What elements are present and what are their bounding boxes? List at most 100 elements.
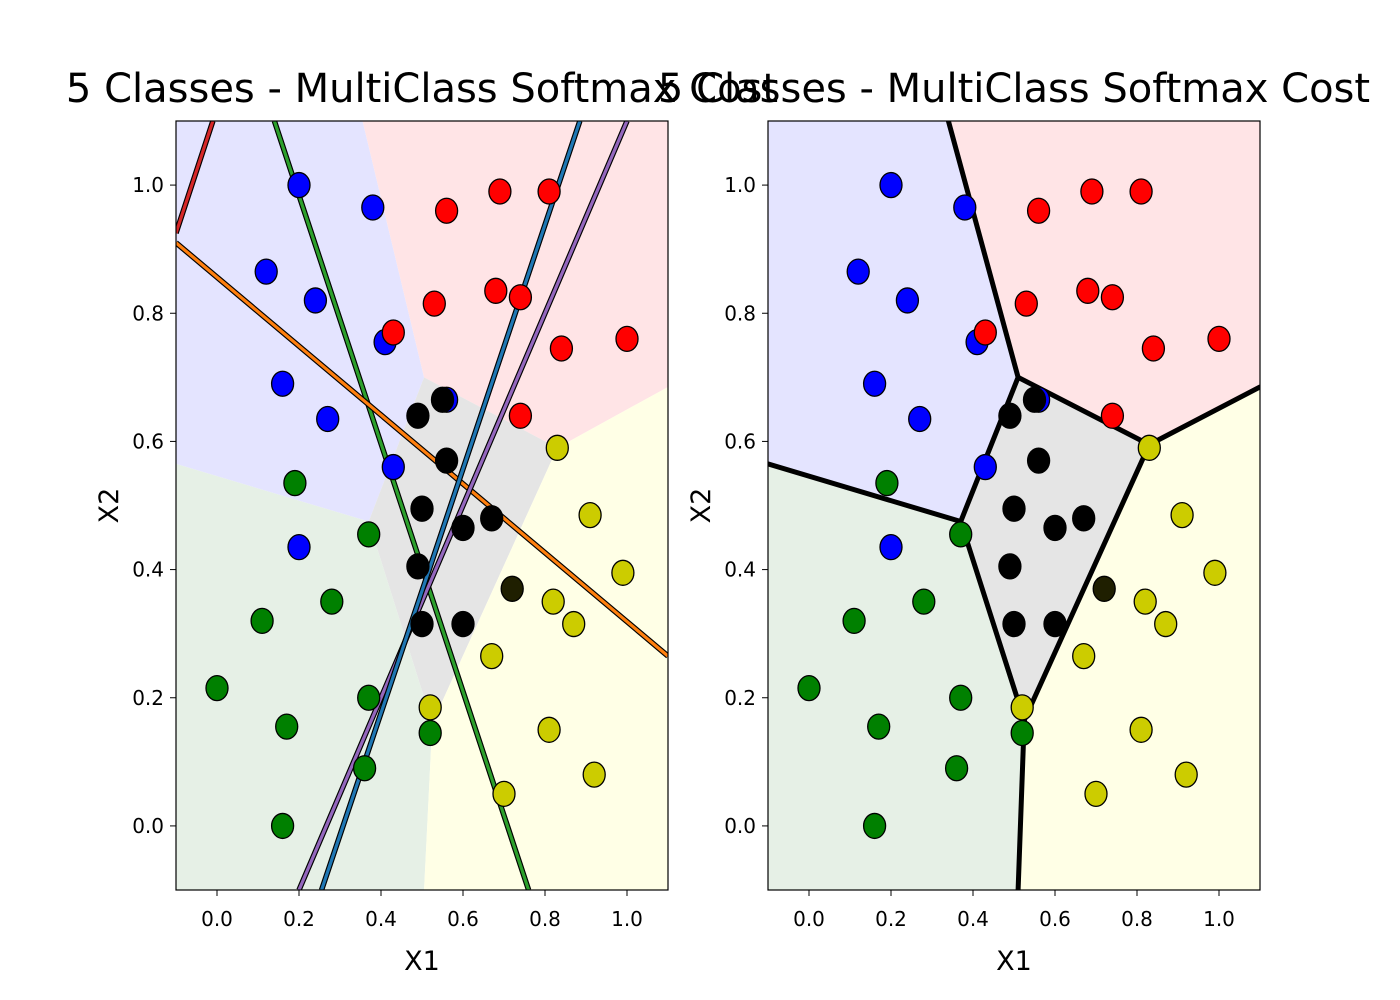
y-tick-label: 0.4: [132, 558, 164, 582]
data-point: [1076, 277, 1100, 304]
x-tick-label: 0.2: [283, 907, 315, 931]
data-point: [582, 761, 606, 788]
data-point: [352, 755, 377, 782]
data-point: [488, 178, 512, 205]
data-point: [1207, 325, 1231, 353]
plot-area: [176, 121, 668, 890]
data-point: [1137, 434, 1161, 461]
region-green: [176, 463, 433, 890]
x-tick-label: 0.0: [793, 907, 825, 931]
x-tick-label: 0.8: [1121, 907, 1153, 931]
data-point: [875, 469, 899, 497]
y-tick-label: 0.6: [132, 429, 164, 453]
data-point: [430, 386, 455, 413]
subplot-right: 0.0 0.2 0.4 0.6 0.8 1.0 0.0 0.2 0.4 0.6 0.8 1.0 5 Cl…: [658, 66, 1370, 977]
classifier-line: [176, 121, 215, 234]
data-point: [908, 405, 932, 433]
data-point: [500, 575, 524, 602]
data-point: [320, 588, 344, 615]
x-tick-label: 0.6: [1039, 907, 1071, 931]
data-point: [480, 505, 504, 532]
data-point: [1014, 290, 1038, 317]
plot-area: [768, 121, 1260, 890]
data-point: [912, 588, 936, 615]
x-tick-label: 0.8: [529, 907, 561, 931]
data-point: [842, 607, 866, 634]
data-point: [254, 258, 278, 285]
y-tick-label: 0.8: [132, 301, 164, 325]
data-point: [250, 607, 274, 634]
data-point: [545, 434, 569, 461]
data-point: [1072, 642, 1096, 670]
data-point: [418, 694, 442, 721]
data-point: [879, 534, 903, 561]
x-tick-label: 1.0: [611, 907, 643, 931]
y-tick-label: 0.2: [724, 686, 756, 710]
data-point: [846, 258, 870, 285]
data-point: [1072, 505, 1096, 532]
data-point: [611, 559, 635, 586]
x-tick-label: 0.0: [201, 907, 233, 931]
data-point: [303, 287, 328, 314]
data-point: [1084, 780, 1108, 808]
region-green: [768, 463, 1025, 890]
data-point: [434, 197, 459, 224]
data-point: [953, 194, 977, 221]
data-point: [1133, 588, 1157, 615]
data-point: [549, 335, 574, 362]
data-point: [867, 713, 891, 740]
data-point: [410, 495, 434, 522]
data-point: [422, 290, 446, 317]
data-point: [949, 684, 973, 711]
data-point: [537, 716, 561, 743]
data-point: [451, 514, 475, 542]
x-tick-label: 1.0: [1203, 907, 1235, 931]
data-point: [973, 319, 997, 346]
data-point: [270, 370, 295, 397]
data-point: [287, 171, 311, 199]
data-point: [451, 610, 475, 638]
region-blue: [176, 121, 425, 522]
data-point: [1043, 514, 1067, 542]
x-tick-label: 0.4: [957, 907, 989, 931]
data-point: [998, 402, 1022, 429]
decision-boundary: [958, 519, 1027, 723]
data-point: [562, 610, 586, 638]
data-point: [508, 284, 533, 311]
data-point: [537, 178, 561, 205]
axes-frame: [175, 120, 669, 891]
y-tick-label: 0.8: [724, 301, 756, 325]
data-point: [998, 553, 1022, 580]
y-tick-label: 0.0: [132, 814, 164, 838]
chart-title: 5 Classes - MultiClass Softmax Cost: [66, 66, 778, 112]
data-point: [797, 674, 821, 702]
data-point: [1002, 495, 1026, 522]
data-point: [1100, 284, 1125, 311]
y-tick-label: 0.6: [724, 429, 756, 453]
data-point: [287, 534, 311, 561]
x-tick-label: 0.2: [875, 907, 907, 931]
classifier-line: [297, 121, 629, 890]
data-point: [1010, 719, 1034, 747]
data-point: [381, 319, 405, 346]
data-point: [283, 469, 307, 497]
data-point: [357, 684, 381, 711]
region-yellow: [1018, 386, 1260, 890]
x-tick-label: 0.6: [447, 907, 479, 931]
data-point: [410, 610, 434, 638]
classifier-line: [272, 121, 531, 890]
decision-boundary: [768, 461, 964, 525]
region-black: [368, 377, 558, 724]
data-point: [381, 453, 405, 481]
data-point: [418, 719, 442, 747]
data-point: [1022, 386, 1047, 413]
data-point: [1092, 575, 1116, 602]
data-point: [316, 405, 340, 433]
data-point: [862, 812, 887, 840]
data-point: [1002, 610, 1026, 638]
axes-frame: [767, 120, 1261, 891]
region-red: [948, 121, 1260, 445]
data-point: [541, 588, 565, 615]
data-point: [944, 755, 969, 782]
